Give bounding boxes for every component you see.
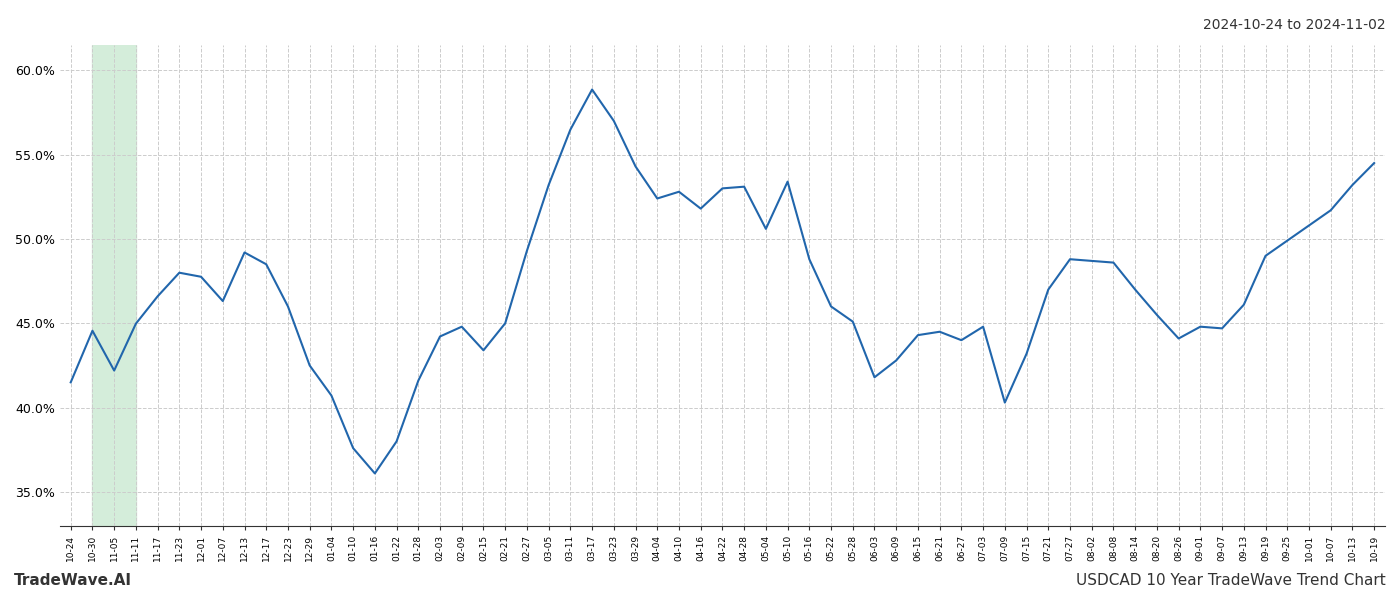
Text: 2024-10-24 to 2024-11-02: 2024-10-24 to 2024-11-02 [1204, 18, 1386, 32]
Bar [92, 45, 136, 526]
Text: USDCAD 10 Year TradeWave Trend Chart: USDCAD 10 Year TradeWave Trend Chart [1077, 573, 1386, 588]
Text: TradeWave.AI: TradeWave.AI [14, 573, 132, 588]
